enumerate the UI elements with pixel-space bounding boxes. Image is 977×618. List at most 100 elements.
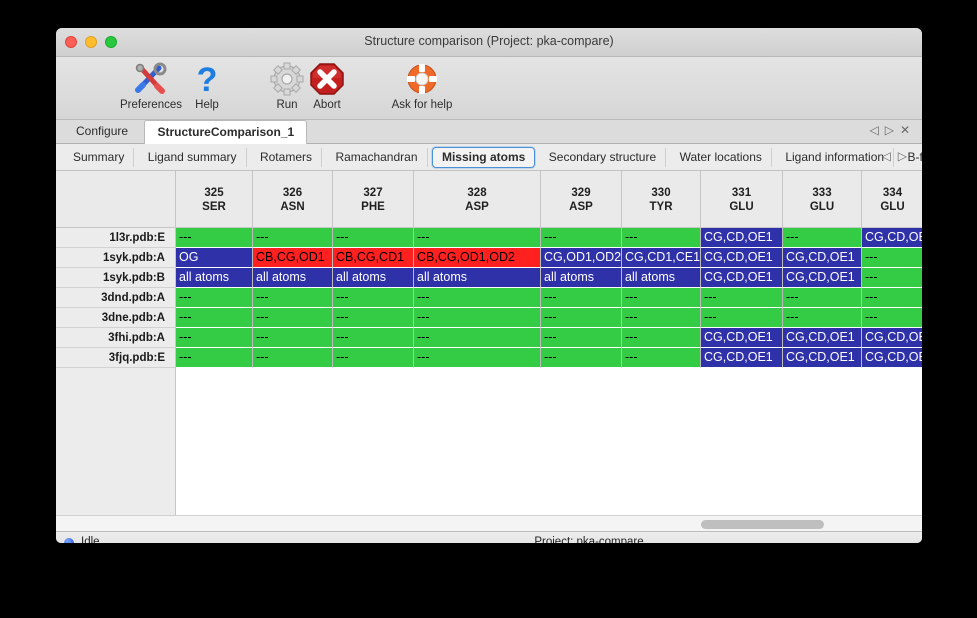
table-cell[interactable]: CG,CD,OE1: [701, 348, 783, 368]
table-cell[interactable]: ---: [414, 308, 541, 328]
table-cell[interactable]: ---: [176, 308, 253, 328]
table-cell[interactable]: all atoms: [333, 268, 414, 288]
table-cell[interactable]: ---: [622, 348, 701, 368]
column-header-333[interactable]: 333 GLU: [783, 171, 862, 228]
tab-water-locations[interactable]: Water locations: [671, 148, 772, 167]
table-cell[interactable]: ---: [622, 288, 701, 308]
table-cell[interactable]: ---: [862, 248, 922, 268]
abort-button[interactable]: Abort: [290, 60, 364, 111]
table-cell[interactable]: ---: [783, 308, 862, 328]
minimize-window-button[interactable]: [85, 36, 97, 48]
table-cell[interactable]: ---: [541, 288, 622, 308]
column-header-334[interactable]: 334 GLU: [862, 171, 922, 228]
table-cell[interactable]: CG,CD,OE1: [862, 348, 922, 368]
row-header-3dnd-pdb-A[interactable]: 3dnd.pdb:A: [56, 288, 175, 308]
table-cell[interactable]: ---: [333, 308, 414, 328]
outer-tab-structurecomparison-1[interactable]: StructureComparison_1: [144, 120, 308, 144]
table-cell[interactable]: CB,CG,OD1,OD2: [414, 248, 541, 268]
table-cell[interactable]: all atoms: [176, 268, 253, 288]
run-button[interactable]: Run: [250, 60, 324, 111]
table-cell[interactable]: CG,CD1,CE1: [622, 248, 701, 268]
table-cell[interactable]: ---: [862, 268, 922, 288]
table-cell[interactable]: ---: [622, 228, 701, 248]
table-cell[interactable]: all atoms: [541, 268, 622, 288]
table-cell[interactable]: CG,CD,OE1: [862, 228, 922, 248]
table-cell[interactable]: ---: [783, 288, 862, 308]
ask-for-help-button[interactable]: Ask for help: [384, 60, 460, 111]
table-cell[interactable]: ---: [622, 308, 701, 328]
table-cell[interactable]: ---: [541, 348, 622, 368]
table-cell[interactable]: CB,CG,OD1: [253, 248, 333, 268]
tab-ligand-summary[interactable]: Ligand summary: [139, 148, 247, 167]
table-cell[interactable]: all atoms: [414, 268, 541, 288]
table-cell[interactable]: ---: [333, 288, 414, 308]
row-header-1l3r-pdb-E[interactable]: 1l3r.pdb:E: [56, 228, 175, 248]
horizontal-scrollbar-thumb[interactable]: [701, 520, 824, 529]
column-header-325[interactable]: 325 SER: [176, 171, 253, 228]
table-cell[interactable]: all atoms: [622, 268, 701, 288]
row-header-3dne-pdb-A[interactable]: 3dne.pdb:A: [56, 308, 175, 328]
tab-rotamers[interactable]: Rotamers: [251, 148, 322, 167]
table-cell[interactable]: CG,CD,OE1: [783, 328, 862, 348]
outer-tab-prev-icon[interactable]: ◁: [869, 123, 885, 137]
table-cell[interactable]: ---: [862, 288, 922, 308]
tab-ramachandran[interactable]: Ramachandran: [326, 148, 428, 167]
table-cell[interactable]: ---: [414, 348, 541, 368]
inner-tab-prev-icon[interactable]: ◁: [881, 149, 898, 163]
table-cell[interactable]: ---: [253, 288, 333, 308]
row-header-3fjq-pdb-E[interactable]: 3fjq.pdb:E: [56, 348, 175, 368]
column-header-331[interactable]: 331 GLU: [701, 171, 783, 228]
horizontal-scrollbar[interactable]: [56, 515, 922, 531]
table-cell[interactable]: ---: [253, 348, 333, 368]
table-cell[interactable]: CG,CD,OE1: [862, 328, 922, 348]
table-cell[interactable]: ---: [176, 288, 253, 308]
table-cell[interactable]: ---: [176, 348, 253, 368]
row-header-1syk-pdb-A[interactable]: 1syk.pdb:A: [56, 248, 175, 268]
table-cell[interactable]: ---: [541, 308, 622, 328]
table-cell[interactable]: CG,CD,OE1: [701, 248, 783, 268]
table-cell[interactable]: ---: [414, 288, 541, 308]
outer-tab-close-icon[interactable]: ✕: [899, 123, 916, 137]
preferences-button[interactable]: Preferences: [114, 60, 188, 111]
outer-tab-configure[interactable]: Configure: [76, 124, 129, 138]
table-cell[interactable]: ---: [333, 348, 414, 368]
table-cell[interactable]: ---: [176, 228, 253, 248]
table-cell[interactable]: CG,CD,OE1: [783, 268, 862, 288]
table-cell[interactable]: CG,CD,OE1: [701, 268, 783, 288]
column-header-330[interactable]: 330 TYR: [622, 171, 701, 228]
table-cell[interactable]: ---: [414, 328, 541, 348]
column-header-329[interactable]: 329 ASP: [541, 171, 622, 228]
tab-b-factors[interactable]: B-factors: [899, 148, 922, 167]
table-cell[interactable]: ---: [783, 228, 862, 248]
column-header-326[interactable]: 326 ASN: [253, 171, 333, 228]
table-cell[interactable]: ---: [622, 328, 701, 348]
zoom-window-button[interactable]: [105, 36, 117, 48]
table-cell[interactable]: all atoms: [253, 268, 333, 288]
table-cell[interactable]: CG,CD,OE1: [783, 248, 862, 268]
table-cell[interactable]: ---: [253, 228, 333, 248]
row-header-3fhi-pdb-A[interactable]: 3fhi.pdb:A: [56, 328, 175, 348]
tab-secondary-structure[interactable]: Secondary structure: [540, 148, 667, 167]
table-scroll-viewport[interactable]: 325 SER 326 ASN 327 PHE 328 ASP 329 ASP 330 TYR 331 G…: [176, 171, 922, 515]
table-cell[interactable]: OG: [176, 248, 253, 268]
outer-tab-next-icon[interactable]: ▷: [884, 123, 900, 137]
column-header-327[interactable]: 327 PHE: [333, 171, 414, 228]
tab-summary[interactable]: Summary: [64, 148, 135, 167]
help-button[interactable]: ? Help: [173, 60, 241, 111]
table-cell[interactable]: ---: [253, 308, 333, 328]
table-cell[interactable]: ---: [701, 288, 783, 308]
row-header-1syk-pdb-B[interactable]: 1syk.pdb:B: [56, 268, 175, 288]
table-cell[interactable]: ---: [701, 308, 783, 328]
table-cell[interactable]: CG,CD,OE1: [701, 228, 783, 248]
table-cell[interactable]: ---: [176, 328, 253, 348]
table-cell[interactable]: CG,OD1,OD2: [541, 248, 622, 268]
table-cell[interactable]: CG,CD,OE1: [701, 328, 783, 348]
inner-tab-next-icon[interactable]: ▷: [897, 149, 914, 163]
table-cell[interactable]: ---: [414, 228, 541, 248]
table-cell[interactable]: CG,CD,OE1: [783, 348, 862, 368]
table-cell[interactable]: CB,CG,CD1: [333, 248, 414, 268]
close-window-button[interactable]: [65, 36, 77, 48]
table-cell[interactable]: ---: [862, 308, 922, 328]
tab-missing-atoms[interactable]: Missing atoms: [431, 147, 536, 168]
table-cell[interactable]: ---: [333, 228, 414, 248]
